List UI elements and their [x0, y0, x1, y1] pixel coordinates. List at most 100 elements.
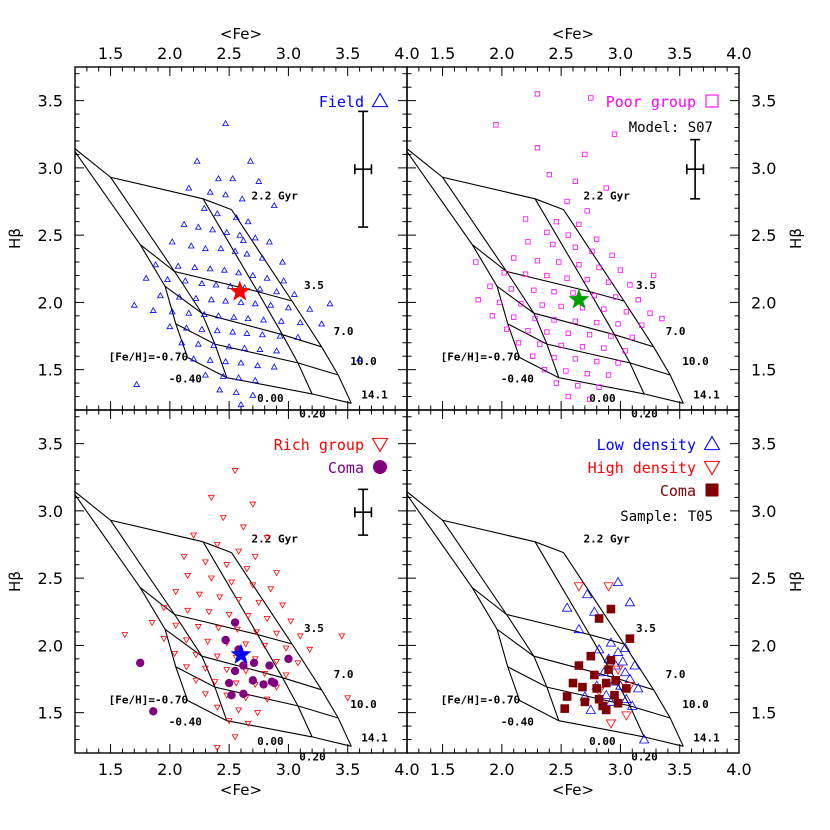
- point-s0-84: [565, 393, 571, 400]
- legend-marker-0: [371, 92, 389, 108]
- x-tick-label: 3.5: [667, 44, 692, 63]
- age-label: 3.5: [636, 279, 656, 292]
- legend-marker-1: [703, 460, 721, 476]
- point-s0-56: [594, 319, 600, 326]
- age-label: 10.0: [682, 698, 709, 711]
- x-tick-label: 1.5: [430, 760, 455, 779]
- point-s0-80: [605, 372, 612, 378]
- point-s0-23: [255, 599, 263, 606]
- point-s0-75: [229, 328, 237, 335]
- legend-label: Poor group: [606, 93, 696, 111]
- point-s1-1: [149, 707, 158, 716]
- point-s0-59: [261, 671, 269, 678]
- point-s0-71: [622, 348, 628, 354]
- point-s0-9: [238, 195, 246, 202]
- metallicity-label: 0.00: [589, 392, 616, 405]
- model-grid: [75, 148, 352, 404]
- point-s0-30: [152, 261, 160, 268]
- point-s0-5: [589, 606, 600, 616]
- y-tick-label: 1.5: [38, 704, 63, 723]
- x-tick-label: 3.5: [335, 760, 360, 779]
- x-axis-label: <Fe>: [552, 25, 594, 43]
- point-s2-1: [560, 704, 569, 713]
- error-bar: [354, 110, 373, 228]
- point-s1-9: [265, 661, 274, 670]
- point-s0-60: [525, 327, 531, 334]
- y-tick-label: 1.5: [38, 361, 63, 380]
- x-tick-label: 3.0: [276, 760, 301, 779]
- point-s0-60: [149, 306, 157, 313]
- age-label: 2.2 Gyr: [584, 533, 631, 546]
- y-tick-label: 2.5: [751, 569, 776, 588]
- point-s0-25: [217, 244, 225, 252]
- metallicity-label: [Fe/H]=-0.70: [109, 351, 188, 364]
- point-s0-10: [201, 559, 209, 566]
- legend: Low density High density Coma Sample: T05: [588, 435, 721, 525]
- point-s0-64: [608, 333, 614, 339]
- point-s0-77: [258, 331, 266, 338]
- point-s0-51: [192, 294, 200, 301]
- point-s0-12: [576, 221, 582, 228]
- point-s2-12: [606, 655, 616, 665]
- x-tick-label: 2.0: [157, 44, 182, 63]
- point-s0-7: [572, 178, 579, 184]
- point-s0-98: [232, 388, 240, 396]
- point-s0-72: [182, 324, 190, 331]
- point-s1-1: [603, 582, 614, 592]
- point-s0-70: [601, 345, 607, 351]
- point-s0-5: [582, 151, 588, 158]
- point-s0-11: [619, 666, 631, 677]
- point-s0-63: [586, 332, 593, 338]
- point-s0-30: [263, 615, 271, 623]
- point-s0-44: [242, 641, 250, 648]
- y-tick-label: 3.0: [38, 159, 63, 178]
- point-s0-41: [181, 277, 189, 284]
- x-tick-label: 3.5: [335, 44, 360, 63]
- metallicity-label: -0.40: [169, 373, 202, 386]
- point-s0-2: [193, 157, 201, 164]
- point-s0-96: [251, 376, 259, 383]
- point-s0-5: [190, 532, 198, 539]
- point-s0-71: [166, 322, 174, 330]
- point-s0-23: [556, 259, 562, 265]
- point-s0-65: [230, 313, 238, 320]
- point-s0-63: [232, 680, 240, 687]
- point-s0-46: [558, 303, 564, 310]
- age-track-4: [187, 357, 352, 404]
- point-s0-37: [263, 274, 271, 281]
- point-s0-26: [231, 247, 239, 254]
- x-axis-label: <Fe>: [552, 781, 594, 799]
- point-s0-55: [182, 664, 190, 671]
- age-label: 14.1: [361, 731, 388, 744]
- legend-label: Field: [319, 93, 364, 111]
- point-s2-18: [594, 614, 604, 623]
- point-s0-12: [213, 210, 221, 217]
- point-s2-14: [613, 698, 623, 708]
- point-s1-15: [284, 654, 293, 664]
- point-s0-9: [564, 198, 570, 205]
- legend-marker-0: [705, 94, 719, 108]
- age-label: 10.0: [350, 355, 377, 368]
- point-s0-54: [237, 298, 245, 305]
- panel-bottom-right: 1.5 2.0 2.5 3.0 3.5 4.0 1.5 2.0 2.5 3.0 3.5 <Fe> Hβ 2…: [406, 409, 805, 799]
- point-s0-61: [168, 308, 176, 315]
- mean-star-0: [568, 288, 590, 309]
- model-grid: [75, 491, 352, 747]
- point-s0-24: [576, 262, 582, 268]
- point-s0-81: [553, 380, 560, 386]
- ticks: [407, 410, 739, 753]
- metallicity-label: 0.00: [257, 392, 284, 405]
- point-s2-8: [594, 694, 604, 704]
- point-s0-35: [214, 625, 222, 632]
- point-s0-27: [619, 642, 631, 652]
- legend-label: High density: [588, 459, 696, 477]
- point-s2-19: [601, 705, 611, 715]
- mean-star-0: [229, 280, 251, 301]
- point-s0-4: [229, 175, 237, 182]
- point-s0-3: [219, 515, 227, 522]
- y-axis-label: Hβ: [6, 228, 24, 249]
- point-s2-15: [622, 684, 631, 693]
- point-s0-33: [172, 622, 180, 629]
- point-s0-29: [544, 272, 550, 279]
